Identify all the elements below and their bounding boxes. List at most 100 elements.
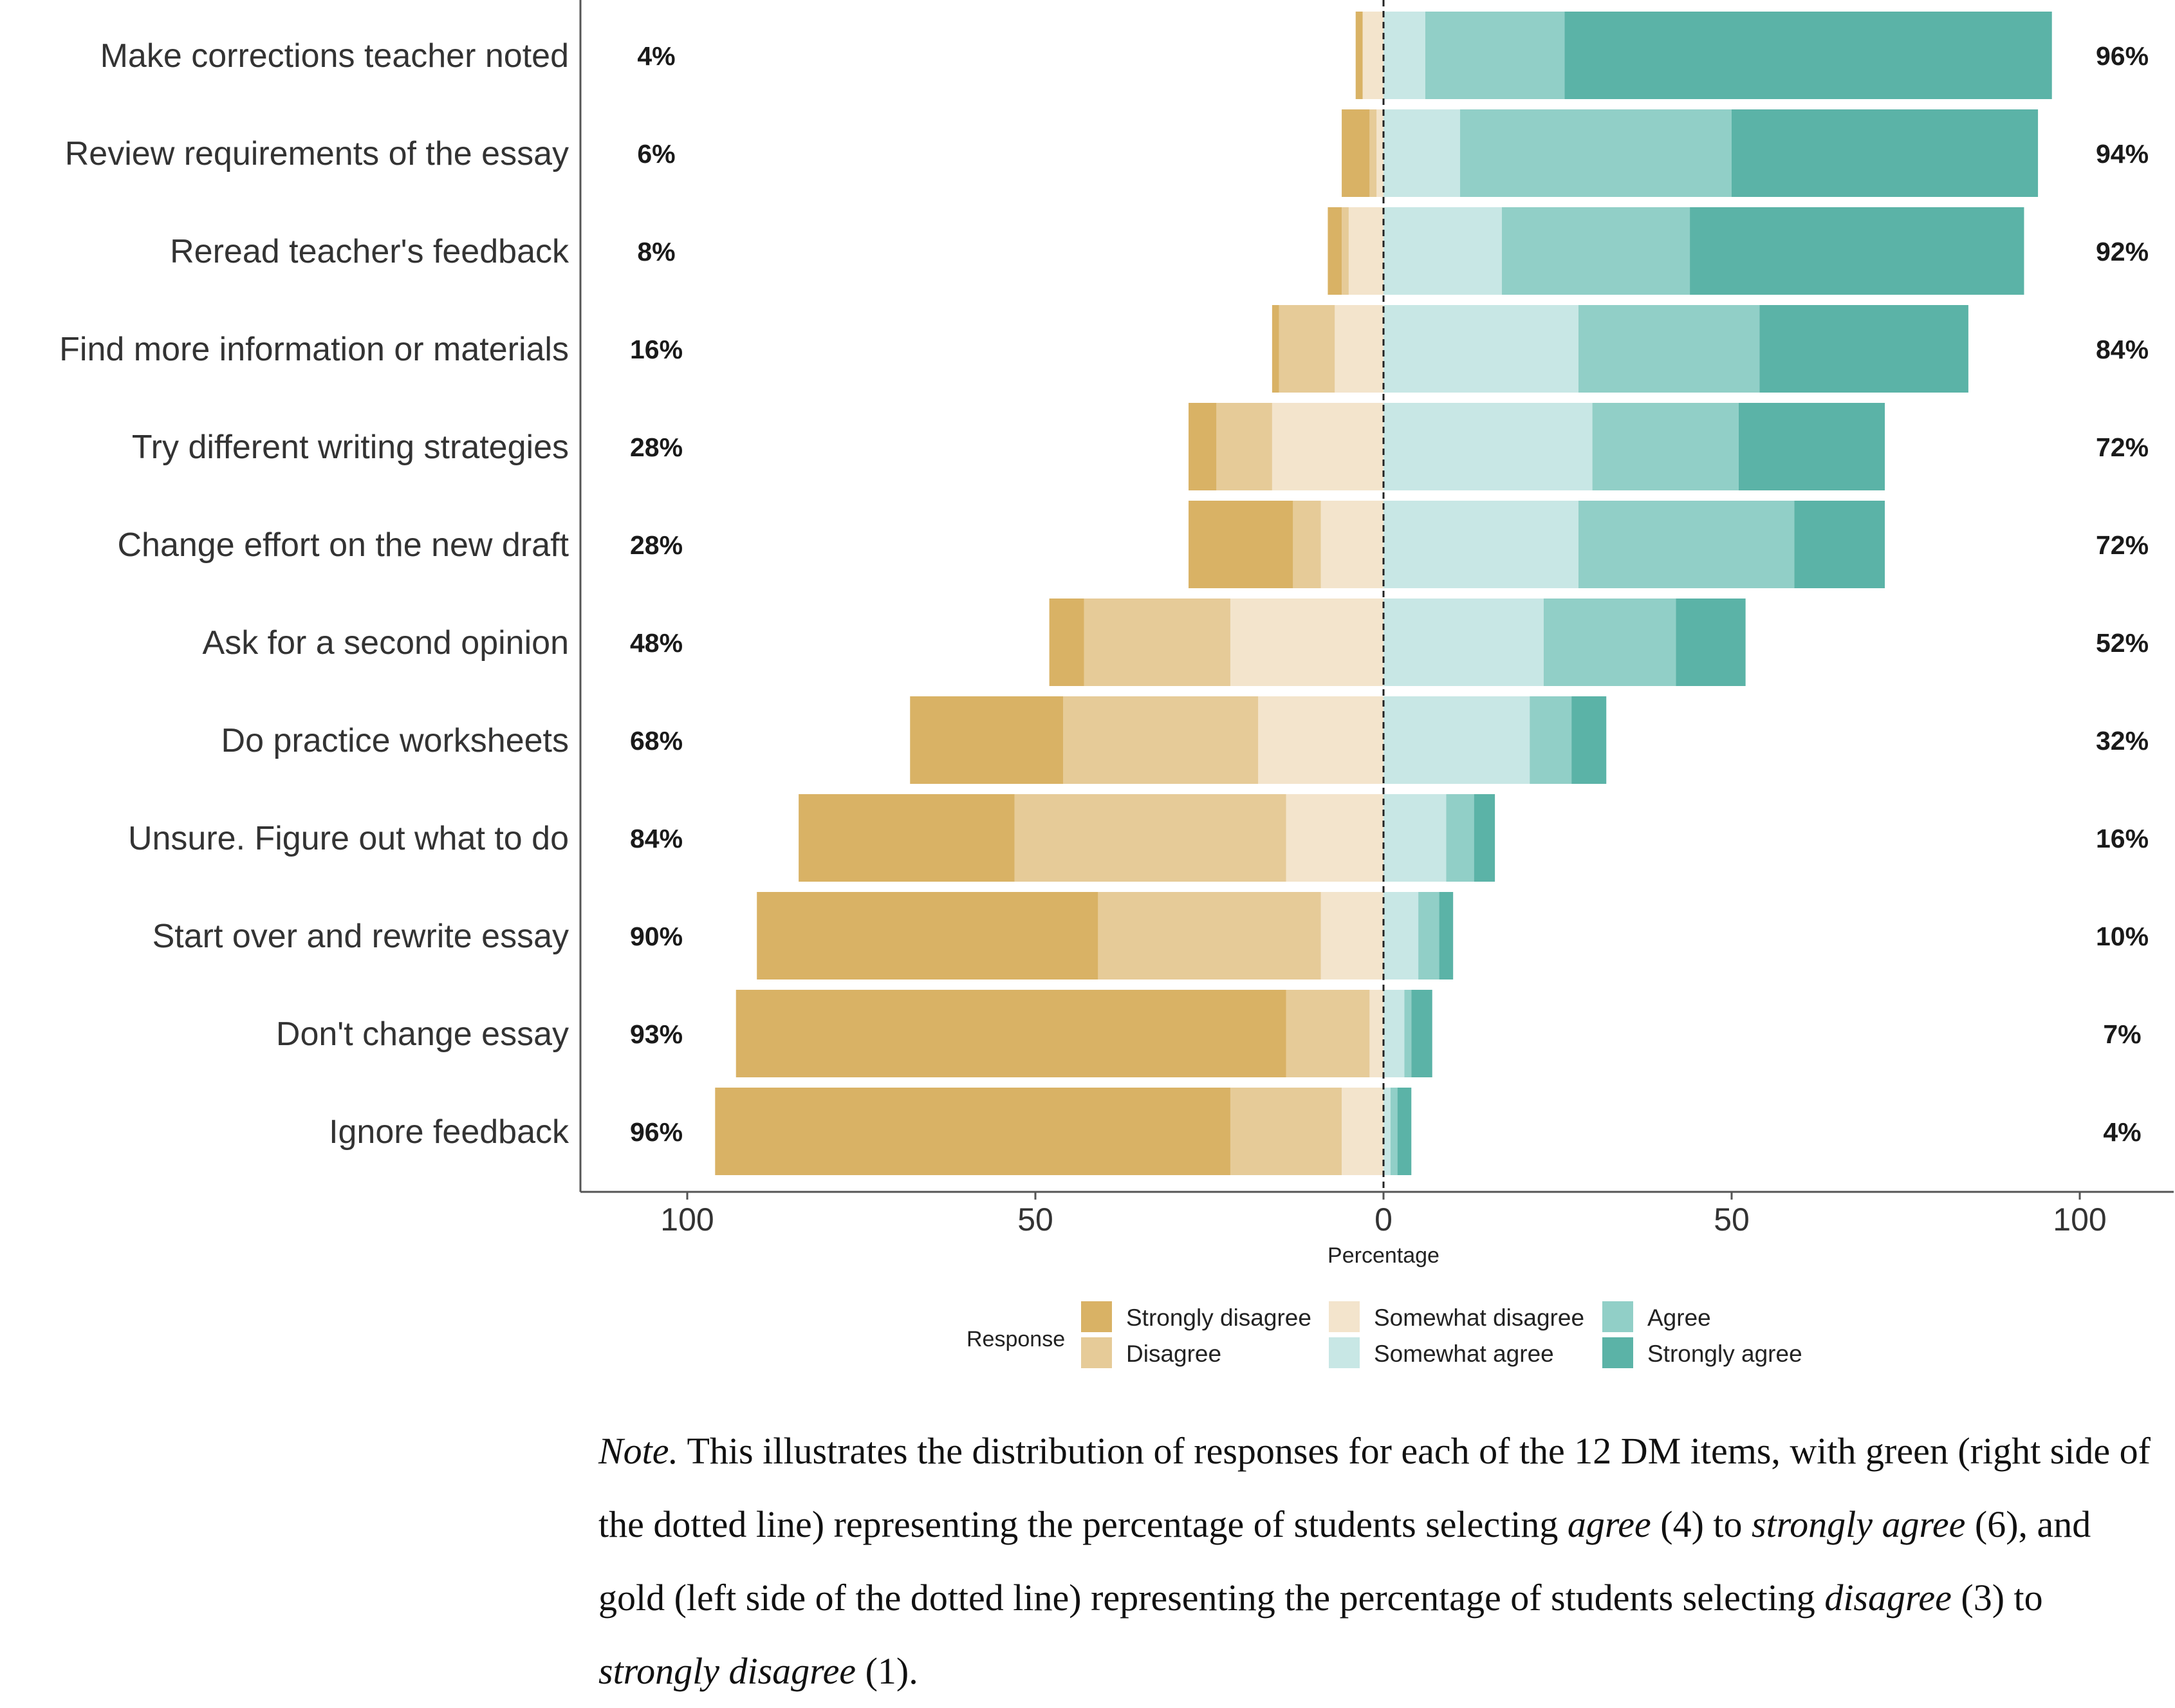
- bar-segment-somewhat_agree: [1384, 207, 1502, 295]
- x-axis-title: Percentage: [1328, 1243, 1439, 1268]
- note-italic-disagree: disagree: [1824, 1577, 1952, 1619]
- right-total-label: 16%: [2096, 824, 2149, 853]
- bar-segment-strongly_disagree: [1049, 599, 1084, 686]
- legend-label-strongly_disagree: Strongly disagree: [1126, 1304, 1311, 1331]
- likert-chart: Make corrections teacher noted 4% 96% Revie…: [59, 0, 2174, 1368]
- left-total-label: 28%: [630, 432, 683, 462]
- bar-segment-somewhat_agree: [1384, 696, 1530, 784]
- category-label: Change effort on the new draft: [117, 526, 569, 564]
- bar-segment-disagree: [1063, 696, 1259, 784]
- x-tick-label: 0: [1374, 1202, 1393, 1238]
- bar-segment-agree: [1543, 599, 1676, 686]
- left-total-label: 90%: [630, 922, 683, 951]
- legend-label-agree: Agree: [1647, 1304, 1711, 1331]
- left-total-label: 48%: [630, 628, 683, 658]
- note-text-3: (6), and gold (left side of the dotted l…: [598, 1503, 2091, 1619]
- note-italic-strongly-disagree: strongly disagree: [598, 1650, 856, 1692]
- right-total-label: 94%: [2096, 139, 2149, 169]
- right-total-label: 72%: [2096, 432, 2149, 462]
- bar-segment-agree: [1460, 109, 1732, 197]
- bar-segment-strongly_agree: [1738, 403, 1885, 490]
- legend-swatch-disagree: [1081, 1337, 1112, 1368]
- category-label: Ask for a second opinion: [203, 624, 569, 662]
- bar-segment-disagree: [1084, 599, 1230, 686]
- bar-segment-somewhat_agree: [1384, 1088, 1391, 1175]
- bar-segment-disagree: [1342, 207, 1349, 295]
- left-total-label: 93%: [630, 1019, 683, 1049]
- labels-layer: Make corrections teacher noted 4% 96% Revie…: [59, 37, 2149, 1268]
- category-label: Try different writing strategies: [132, 429, 569, 466]
- legend-swatch-agree: [1602, 1301, 1633, 1332]
- bar-segment-agree: [1592, 403, 1739, 490]
- x-tick-label: 50: [1017, 1202, 1053, 1238]
- axes-layer: [579, 0, 2174, 1200]
- left-total-label: 8%: [637, 237, 675, 266]
- right-total-label: 32%: [2096, 726, 2149, 756]
- bar-segment-somewhat_agree: [1384, 892, 1419, 979]
- legend-title: Response: [967, 1327, 1065, 1351]
- note-text-5: (1).: [856, 1650, 918, 1692]
- note-italic-strongly-agree: strongly agree: [1752, 1503, 1966, 1545]
- bar-segment-somewhat_agree: [1384, 403, 1593, 490]
- bar-segment-strongly_disagree: [1342, 109, 1370, 197]
- bar-segment-somewhat_disagree: [1342, 1088, 1384, 1175]
- legend: Response Strongly disagree Disagree Somewha…: [967, 1301, 1802, 1368]
- bar-segment-strongly_agree: [1397, 1088, 1412, 1175]
- bar-segment-strongly_agree: [1411, 990, 1432, 1077]
- legend-swatch-somewhat_disagree: [1329, 1301, 1360, 1332]
- left-total-label: 16%: [630, 335, 683, 364]
- right-total-label: 7%: [2103, 1019, 2141, 1049]
- legend-label-strongly_agree: Strongly agree: [1647, 1341, 1802, 1367]
- bar-segment-strongly_agree: [1676, 599, 1746, 686]
- bar-segment-agree: [1501, 207, 1690, 295]
- bar-segment-disagree: [1014, 794, 1286, 882]
- category-label: Start over and rewrite essay: [153, 918, 569, 955]
- left-total-label: 6%: [637, 139, 675, 169]
- right-total-label: 4%: [2103, 1117, 2141, 1147]
- x-tick-label: 100: [660, 1202, 714, 1238]
- bar-segment-strongly_disagree: [1189, 501, 1293, 588]
- bar-segment-somewhat_agree: [1384, 599, 1544, 686]
- bar-segment-strongly_agree: [1732, 109, 2039, 197]
- bar-segment-strongly_agree: [1571, 696, 1607, 784]
- left-total-label: 28%: [630, 530, 683, 560]
- bar-segment-agree: [1404, 990, 1412, 1077]
- bar-segment-somewhat_disagree: [1348, 207, 1384, 295]
- figure-note: Note. This illustrates the distribution …: [598, 1415, 2156, 1708]
- bar-segment-agree: [1578, 305, 1760, 393]
- right-total-label: 52%: [2096, 628, 2149, 658]
- note-italic-agree: agree: [1567, 1503, 1651, 1545]
- bar-segment-agree: [1425, 12, 1565, 99]
- bar-segment-somewhat_disagree: [1258, 696, 1384, 784]
- legend-label-disagree: Disagree: [1126, 1341, 1221, 1367]
- bar-segment-somewhat_disagree: [1272, 403, 1384, 490]
- category-label: Do practice worksheets: [221, 722, 569, 759]
- bars-layer: [715, 12, 2052, 1175]
- bar-segment-agree: [1578, 501, 1795, 588]
- left-total-label: 68%: [630, 726, 683, 756]
- category-label: Unsure. Figure out what to do: [128, 820, 569, 857]
- bar-segment-agree: [1530, 696, 1572, 784]
- note-text-4: (3) to: [1951, 1577, 2043, 1619]
- bar-segment-strongly_agree: [1474, 794, 1495, 882]
- note-lead: Note.: [598, 1430, 679, 1472]
- bar-segment-agree: [1446, 794, 1474, 882]
- left-total-label: 84%: [630, 824, 683, 853]
- category-label: Find more information or materials: [59, 331, 569, 368]
- bar-segment-agree: [1418, 892, 1439, 979]
- bar-segment-somewhat_disagree: [1362, 12, 1384, 99]
- bar-segment-somewhat_disagree: [1369, 990, 1384, 1077]
- bar-segment-strongly_disagree: [1272, 305, 1279, 393]
- x-tick-label: 100: [2053, 1202, 2106, 1238]
- bar-segment-strongly_disagree: [799, 794, 1015, 882]
- left-total-label: 4%: [637, 41, 675, 71]
- left-total-label: 96%: [630, 1117, 683, 1147]
- right-total-label: 10%: [2096, 922, 2149, 951]
- bar-segment-strongly_agree: [1564, 12, 2052, 99]
- bar-segment-strongly_disagree: [736, 990, 1286, 1077]
- legend-swatch-strongly_agree: [1602, 1337, 1633, 1368]
- bar-segment-somewhat_disagree: [1286, 794, 1384, 882]
- bar-segment-somewhat_agree: [1384, 12, 1425, 99]
- category-label: Review requirements of the essay: [65, 135, 569, 172]
- bar-segment-strongly_disagree: [1355, 12, 1363, 99]
